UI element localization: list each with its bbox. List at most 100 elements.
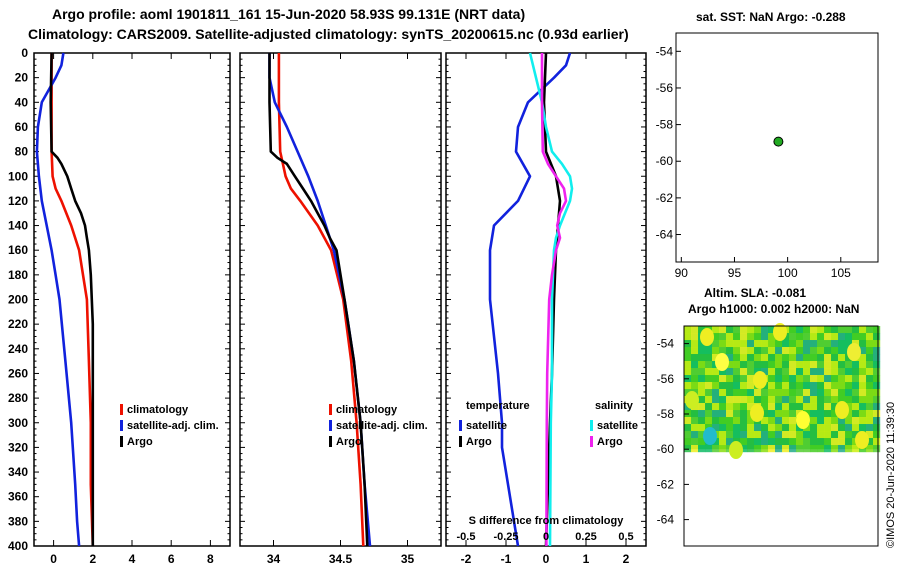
sla-heatmap-cell [838, 382, 846, 390]
sla-heatmap-cell [859, 410, 867, 418]
series-line-satellite-adj-clim- [35, 52, 81, 547]
sla-heatmap-cell [817, 403, 825, 411]
sla-heatmap-cell [810, 375, 818, 383]
sla-heatmap-cell [873, 396, 881, 404]
sla-heatmap-cell [852, 375, 860, 383]
sla-heatmap-cell [684, 438, 692, 446]
sla-heatmap-cell [761, 347, 769, 355]
sla-heatmap-cell [796, 361, 804, 369]
sla-heatmap-cell [705, 417, 713, 425]
legend-label: Argo [127, 436, 153, 448]
series-line-satellite-adj-clim- [268, 53, 372, 547]
sla-heatmap-blob [835, 401, 849, 419]
sla-heatmap-cell [810, 340, 818, 348]
altimetry-title-2: Argo h1000: 0.002 h2000: NaN [688, 302, 860, 316]
sla-heatmap-cell [824, 354, 832, 362]
sla-heatmap-cell [684, 333, 692, 341]
sla-heatmap-blob [729, 441, 743, 459]
sla-heatmap-cell [845, 375, 853, 383]
sla-heatmap-cell [747, 333, 755, 341]
sla-heatmap-cell [740, 410, 748, 418]
sla-heatmap-cell [789, 354, 797, 362]
sla-heatmap-cell [866, 368, 874, 376]
depth-tick-label: 120 [8, 194, 28, 208]
sla-heatmap-cell [866, 396, 874, 404]
sla-heatmap-cell [726, 438, 734, 446]
sla-heatmap-cell [873, 333, 881, 341]
sla-heatmap-cell [803, 347, 811, 355]
map-y-tick-label: -56 [656, 81, 674, 95]
sla-heatmap-blob [773, 323, 787, 341]
legend-label: satellite-adj. clim. [336, 420, 428, 432]
sla-heatmap-cell [775, 382, 783, 390]
sla-heatmap-cell [691, 438, 699, 446]
sla-heatmap-cell [768, 431, 776, 439]
sla-heatmap-cell [817, 424, 825, 432]
sla-heatmap-cell [838, 424, 846, 432]
sla-heatmap-cell [852, 396, 860, 404]
depth-tick-label: 40 [15, 95, 29, 109]
legend-label: satellite [597, 420, 638, 432]
depth-tick-label: 260 [8, 366, 28, 380]
sla-heatmap-cell [817, 354, 825, 362]
secondary-tick-label: 0.5 [618, 531, 633, 543]
sla-heatmap-cell [831, 375, 839, 383]
sla-heatmap-cell [859, 417, 867, 425]
altimetry-y-tick-label: -60 [657, 442, 675, 456]
sla-heatmap-cell [810, 410, 818, 418]
sla-heatmap-cell [754, 438, 762, 446]
sla-heatmap-cell [761, 368, 769, 376]
sla-heatmap-cell [796, 347, 804, 355]
sla-heatmap-cell [817, 382, 825, 390]
sla-heatmap-cell [796, 431, 804, 439]
x-tick-label: 8 [207, 552, 214, 566]
sla-heatmap-cell [740, 333, 748, 341]
legend-swatch [120, 404, 123, 415]
sla-heatmap-cell [789, 389, 797, 397]
sla-heatmap-cell [740, 382, 748, 390]
sla-heatmap-cell [796, 445, 804, 453]
sla-heatmap-cell [789, 431, 797, 439]
sla-heatmap-cell [719, 340, 727, 348]
sla-heatmap-cell [845, 396, 853, 404]
sla-heatmap-cell [698, 340, 706, 348]
sla-heatmap-cell [824, 361, 832, 369]
sla-heatmap-cell [782, 431, 790, 439]
sla-heatmap-cell [761, 389, 769, 397]
sla-heatmap-cell [866, 424, 874, 432]
sla-heatmap-cell [726, 368, 734, 376]
sla-heatmap-cell [852, 431, 860, 439]
sla-heatmap-cell [691, 417, 699, 425]
sla-heatmap-cell [712, 375, 720, 383]
x-tick-label: 35 [401, 552, 415, 566]
sla-heatmap-cell [845, 333, 853, 341]
sla-heatmap-cell [845, 438, 853, 446]
sla-heatmap-cell [733, 403, 741, 411]
depth-tick-label: 340 [8, 465, 28, 479]
sla-heatmap-cell [726, 361, 734, 369]
sla-heatmap-cell [873, 445, 881, 453]
sla-heatmap-cell [803, 354, 811, 362]
altimetry-y-tick-label: -54 [657, 337, 675, 351]
sla-heatmap-cell [831, 354, 839, 362]
sla-heatmap-cell [810, 368, 818, 376]
depth-tick-label: 220 [8, 317, 28, 331]
sla-heatmap-cell [866, 438, 874, 446]
sla-heatmap-cell [747, 389, 755, 397]
sla-heatmap-cell [796, 396, 804, 404]
sla-heatmap-cell [712, 403, 720, 411]
sla-heatmap-cell [866, 375, 874, 383]
sla-heatmap-cell [796, 354, 804, 362]
sla-heatmap-cell [719, 368, 727, 376]
sla-heatmap-cell [789, 347, 797, 355]
sla-heatmap-cell [740, 326, 748, 334]
sla-heatmap-cell [705, 382, 713, 390]
sla-heatmap-cell [719, 417, 727, 425]
sla-heatmap-cell [810, 424, 818, 432]
sla-heatmap-cell [824, 382, 832, 390]
sla-heatmap-cell [698, 326, 706, 334]
sla-heatmap-cell [810, 326, 818, 334]
sla-heatmap-cell [768, 417, 776, 425]
sla-heatmap-cell [698, 382, 706, 390]
sla-heatmap-cell [733, 431, 741, 439]
